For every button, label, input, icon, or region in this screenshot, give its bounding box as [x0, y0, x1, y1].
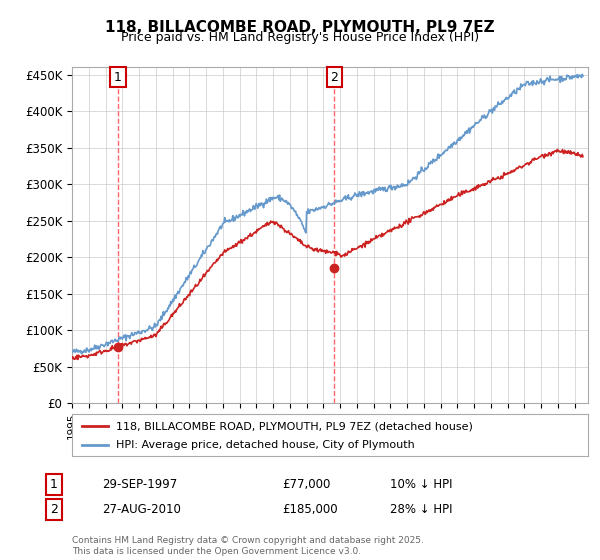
Text: 2: 2	[50, 503, 58, 516]
Text: 2: 2	[330, 71, 338, 83]
Text: 27-AUG-2010: 27-AUG-2010	[102, 503, 181, 516]
Text: Price paid vs. HM Land Registry's House Price Index (HPI): Price paid vs. HM Land Registry's House …	[121, 31, 479, 44]
Text: 118, BILLACOMBE ROAD, PLYMOUTH, PL9 7EZ: 118, BILLACOMBE ROAD, PLYMOUTH, PL9 7EZ	[105, 20, 495, 35]
Text: £77,000: £77,000	[282, 478, 331, 491]
Text: 1: 1	[50, 478, 58, 491]
Text: Contains HM Land Registry data © Crown copyright and database right 2025.
This d: Contains HM Land Registry data © Crown c…	[72, 536, 424, 556]
Text: 28% ↓ HPI: 28% ↓ HPI	[390, 503, 452, 516]
Text: 29-SEP-1997: 29-SEP-1997	[102, 478, 177, 491]
Text: 1: 1	[114, 71, 122, 83]
Text: HPI: Average price, detached house, City of Plymouth: HPI: Average price, detached house, City…	[116, 440, 415, 450]
Text: 118, BILLACOMBE ROAD, PLYMOUTH, PL9 7EZ (detached house): 118, BILLACOMBE ROAD, PLYMOUTH, PL9 7EZ …	[116, 421, 473, 431]
Text: 10% ↓ HPI: 10% ↓ HPI	[390, 478, 452, 491]
Text: £185,000: £185,000	[282, 503, 338, 516]
